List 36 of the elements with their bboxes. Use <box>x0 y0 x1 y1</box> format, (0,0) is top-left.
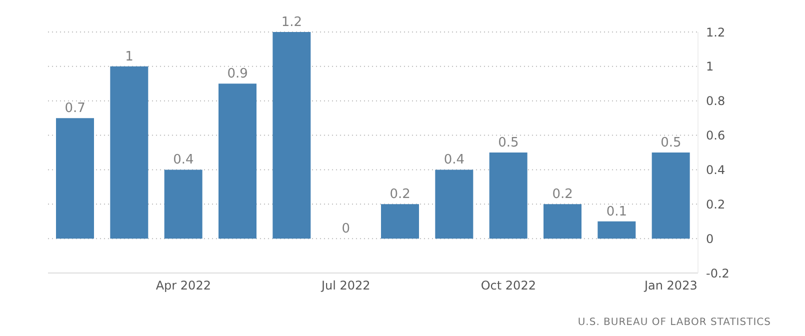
data-label: 0.9 <box>227 66 248 82</box>
data-label: 1.2 <box>281 15 302 30</box>
bar <box>272 32 311 239</box>
data-label: 0.5 <box>660 136 682 150</box>
bar <box>218 84 256 239</box>
y-tick-label: 1.2 <box>706 25 726 40</box>
text: U.S. BUREAU OF LABOR STATISTICS <box>578 317 771 328</box>
y-tick-label: 0.2 <box>706 197 726 212</box>
y-tick-label: 0 <box>706 232 714 246</box>
bar <box>652 152 690 239</box>
x-tick-label: Apr 2022 <box>156 278 211 293</box>
x-tick-label: Jul 2022 <box>320 278 370 293</box>
data-label: 0.2 <box>390 187 410 202</box>
data-label: 0.7 <box>64 101 86 116</box>
bar <box>435 170 474 239</box>
bar <box>598 221 636 239</box>
bar <box>544 204 582 239</box>
data-label: 0.1 <box>606 204 628 220</box>
data-label: 0.5 <box>498 136 519 150</box>
bar <box>164 170 202 239</box>
bar <box>381 204 419 239</box>
bar <box>110 66 148 239</box>
data-label: 0.4 <box>444 152 465 168</box>
data-label: 1 <box>125 49 134 64</box>
x-tick-label: Jan 2023 <box>643 278 698 293</box>
x-tick-label: Oct 2022 <box>480 278 536 293</box>
bar <box>56 118 94 239</box>
y-tick-label: 0.4 <box>706 162 726 177</box>
data-label: 0 <box>342 222 350 237</box>
y-tick-label: 0.6 <box>706 128 726 143</box>
y-tick-label: 1 <box>706 60 714 74</box>
y-tick-label: -0.2 <box>706 266 730 280</box>
bar <box>489 152 528 239</box>
data-label: 0.4 <box>173 152 194 168</box>
y-tick-label: 0.8 <box>706 94 726 108</box>
data-label: 0.2 <box>552 187 573 202</box>
